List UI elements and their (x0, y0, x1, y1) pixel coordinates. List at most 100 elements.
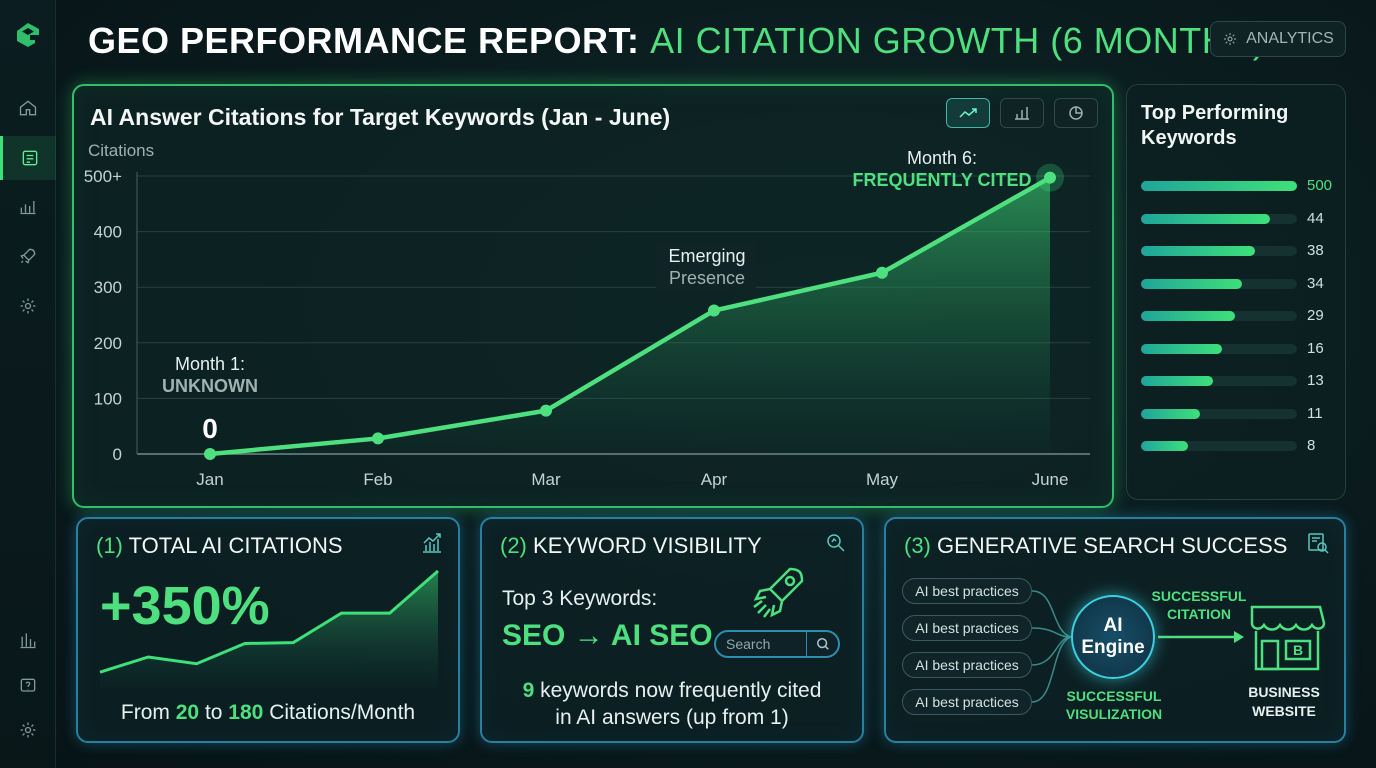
topic-pill[interactable]: AI best practices (902, 689, 1032, 715)
report-icon (22, 150, 37, 166)
engine-line2: Engine (1081, 637, 1145, 658)
sidebar-item-settings[interactable] (0, 284, 56, 328)
keyword-bar (1141, 278, 1243, 289)
x-tick-label: Feb (363, 470, 392, 489)
y-tick-label: 300 (94, 278, 122, 297)
card-title-text: GENERATIVE SEARCH SUCCESS (937, 533, 1288, 558)
keyword-row[interactable]: 11 (1141, 404, 1341, 422)
x-tick-label: June (1032, 470, 1069, 489)
top-keywords-label: Top 3 Keywords: (502, 587, 658, 610)
keyword-row[interactable]: 16 (1141, 339, 1341, 357)
y-tick-label: 200 (94, 334, 122, 353)
topic-pill[interactable]: AI best practices (902, 652, 1032, 678)
topic-pill[interactable]: AI best practices (902, 615, 1032, 641)
card-title: (1) TOTAL AI CITATIONS (96, 533, 343, 559)
keyword-value: 16 (1307, 339, 1324, 357)
search-input[interactable]: Search (714, 630, 840, 658)
citations-chart-panel: Citations 0 100 200 300 400 500+ Jan Feb Mar Apr Ma… (72, 84, 1114, 508)
sparkline-area (100, 571, 438, 689)
search-icon (816, 637, 829, 650)
engine-line1: AI (1103, 615, 1123, 636)
bar-chart-icon (20, 201, 36, 215)
keyword-row[interactable]: 8 (1141, 437, 1341, 454)
page-title: GEO PERFORMANCE REPORT: AI CITATION GROW… (88, 20, 1265, 62)
connector (1031, 636, 1072, 666)
citations-sparkline (99, 569, 439, 689)
keyword-value: 11 (1307, 404, 1323, 422)
keyword-row[interactable]: 44 (1141, 210, 1341, 227)
keyword-value: 13 (1307, 372, 1324, 389)
settings-icon (20, 722, 36, 738)
keyword-bar (1141, 343, 1223, 354)
keyword-bar (1141, 213, 1271, 224)
caption-line1: SUCCESSFUL (1066, 688, 1162, 704)
range-to-word: to (204, 701, 223, 724)
card-title-text: KEYWORD VISIBILITY (533, 533, 762, 558)
analytics-button[interactable]: ANALYTICS (1210, 21, 1346, 57)
keyword-row[interactable]: 38 (1141, 242, 1341, 259)
bar-chart-icon (1015, 107, 1029, 120)
connector (1031, 627, 1072, 638)
visualization-caption: SUCCESSFUL VISULIZATION (1056, 687, 1172, 723)
pie-chart-toggle[interactable] (1054, 98, 1098, 128)
biz-line1: BUSINESS (1248, 684, 1320, 700)
sidebar-item-home[interactable] (0, 86, 56, 130)
card-title: (3) GENERATIVE SEARCH SUCCESS (904, 533, 1287, 559)
keyword-row[interactable]: 29 (1141, 307, 1341, 324)
series-line (209, 175, 1052, 457)
top-keywords-panel: Top Performing Keywords 500 44 38 34 29 16 13 1… (1126, 84, 1346, 500)
keyword-row[interactable]: 13 (1141, 372, 1341, 389)
svg-text:B: B (1293, 642, 1303, 658)
total-citations-card: (1) TOTAL AI CITATIONS +350% From 20 to … (76, 517, 460, 743)
keyword-value: 500 (1307, 177, 1333, 194)
card-title: (2) KEYWORD VISIBILITY (500, 533, 762, 559)
caption-line2: CITATION (1166, 606, 1232, 622)
keywords-line1: keywords now frequently cited (540, 679, 822, 702)
sidebar-item-help[interactable] (0, 664, 56, 708)
sidebar-item-analytics[interactable] (0, 184, 56, 228)
keyword-bar (1141, 246, 1255, 256)
keyword-row[interactable]: 34 (1141, 274, 1341, 292)
keywords-count: 9 (522, 679, 535, 702)
connector (1031, 636, 1072, 703)
chart-type-toolbar (946, 98, 1098, 128)
keyword-row[interactable]: 500 (1141, 177, 1341, 194)
sidebar (0, 0, 56, 768)
keyword-value: 34 (1307, 274, 1324, 292)
card-title-text: TOTAL AI CITATIONS (128, 533, 343, 558)
citations-chart: Citations 0 100 200 300 400 500+ Jan Feb Mar Apr Ma… (84, 141, 1090, 489)
data-point (1044, 171, 1056, 184)
sidebar-item-reports[interactable] (0, 136, 56, 180)
card-number: (1) (96, 533, 123, 558)
keyword-bar (1141, 408, 1201, 419)
y-tick-label: 0 (113, 445, 122, 464)
business-website-label: BUSINESS WEBSITE (1224, 683, 1344, 721)
generative-search-card: (3) GENERATIVE SEARCH SUCCESS B AI best … (884, 517, 1346, 743)
keyword-bar (1141, 311, 1235, 321)
data-point (204, 448, 216, 460)
connector (1031, 590, 1072, 638)
topic-pill[interactable]: AI best practices (902, 578, 1032, 604)
range-to: 180 (228, 701, 264, 724)
sparkline-line (99, 569, 439, 674)
mid-annotation-line1: Emerging (668, 246, 745, 266)
page-title-sub: AI CITATION GROWTH (6 MONTHS) (650, 20, 1266, 61)
gear-icon (20, 298, 36, 314)
bar-chart-toggle[interactable] (1000, 98, 1044, 128)
keyword-value: 29 (1307, 307, 1324, 324)
home-icon (19, 100, 37, 116)
x-tick-label: Apr (701, 470, 728, 489)
help-icon (20, 678, 36, 692)
storefront-icon: B (1250, 605, 1326, 671)
sidebar-item-preferences[interactable] (0, 708, 56, 752)
sidebar-item-launch[interactable] (0, 234, 56, 278)
data-point (540, 404, 552, 417)
line-chart-toggle[interactable] (946, 98, 990, 128)
x-tick-label: Jan (196, 470, 223, 489)
keyword-bar (1141, 181, 1297, 191)
search-button[interactable] (806, 630, 838, 658)
sidebar-item-stats[interactable] (0, 618, 56, 662)
keywords-title: Top Performing Keywords (1141, 102, 1289, 149)
ai-engine-node: AI Engine (1071, 595, 1155, 679)
card-number: (3) (904, 533, 931, 558)
